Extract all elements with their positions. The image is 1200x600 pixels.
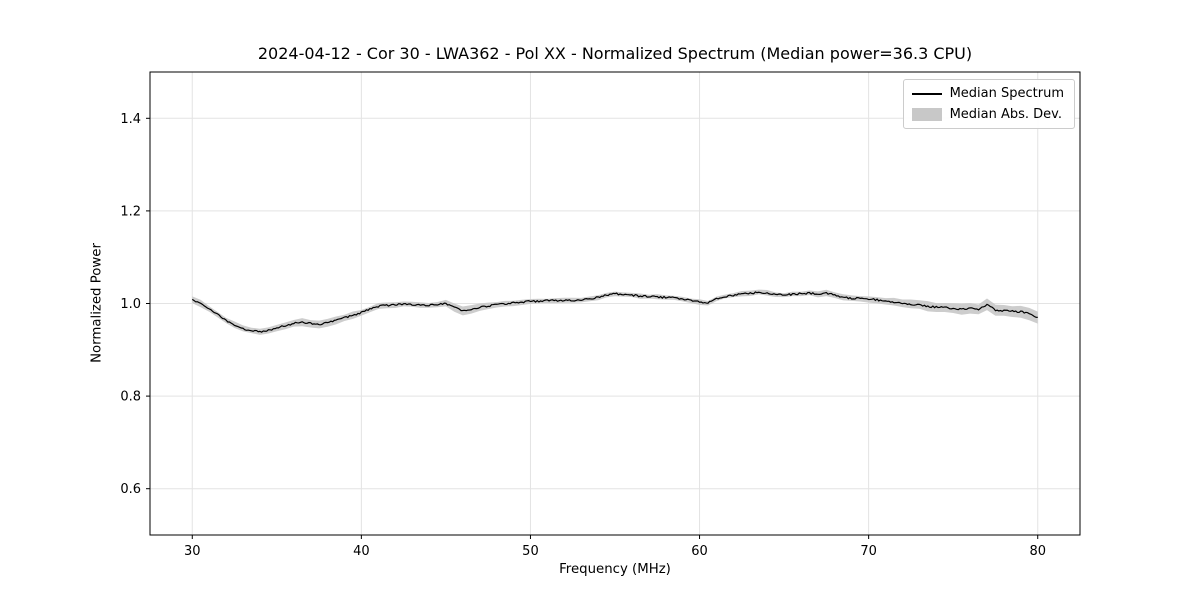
x-tick-label: 60 xyxy=(691,544,708,559)
legend-label-median-spectrum: Median Spectrum xyxy=(949,86,1064,101)
y-tick-label: 0.8 xyxy=(120,390,141,405)
x-tick-label: 80 xyxy=(1029,544,1046,559)
chart-title: 2024-04-12 - Cor 30 - LWA362 - Pol XX - … xyxy=(257,44,973,63)
line-swatch-icon xyxy=(911,92,942,95)
x-tick-label: 40 xyxy=(353,544,370,559)
x-axis-label: Frequency (MHz) xyxy=(559,562,671,577)
legend: Median Spectrum Median Abs. Dev. xyxy=(902,79,1075,129)
patch-swatch-icon xyxy=(911,108,942,121)
median-abs-dev-band xyxy=(192,289,1038,335)
y-tick-label: 1.0 xyxy=(120,297,141,312)
y-tick-label: 0.6 xyxy=(120,482,141,497)
median-spectrum-line xyxy=(191,291,1038,333)
legend-label-median-abs-dev: Median Abs. Dev. xyxy=(949,107,1063,122)
y-tick-label: 1.4 xyxy=(120,112,141,127)
x-tick-label: 50 xyxy=(522,544,539,559)
legend-entry-median-abs-dev: Median Abs. Dev. xyxy=(911,107,1064,122)
y-tick-label: 1.2 xyxy=(120,204,141,219)
y-axis-label: Normalized Power xyxy=(89,243,105,363)
x-tick-label: 70 xyxy=(860,544,877,559)
legend-entry-median-spectrum: Median Spectrum xyxy=(911,86,1064,101)
x-tick-label: 30 xyxy=(184,544,201,559)
